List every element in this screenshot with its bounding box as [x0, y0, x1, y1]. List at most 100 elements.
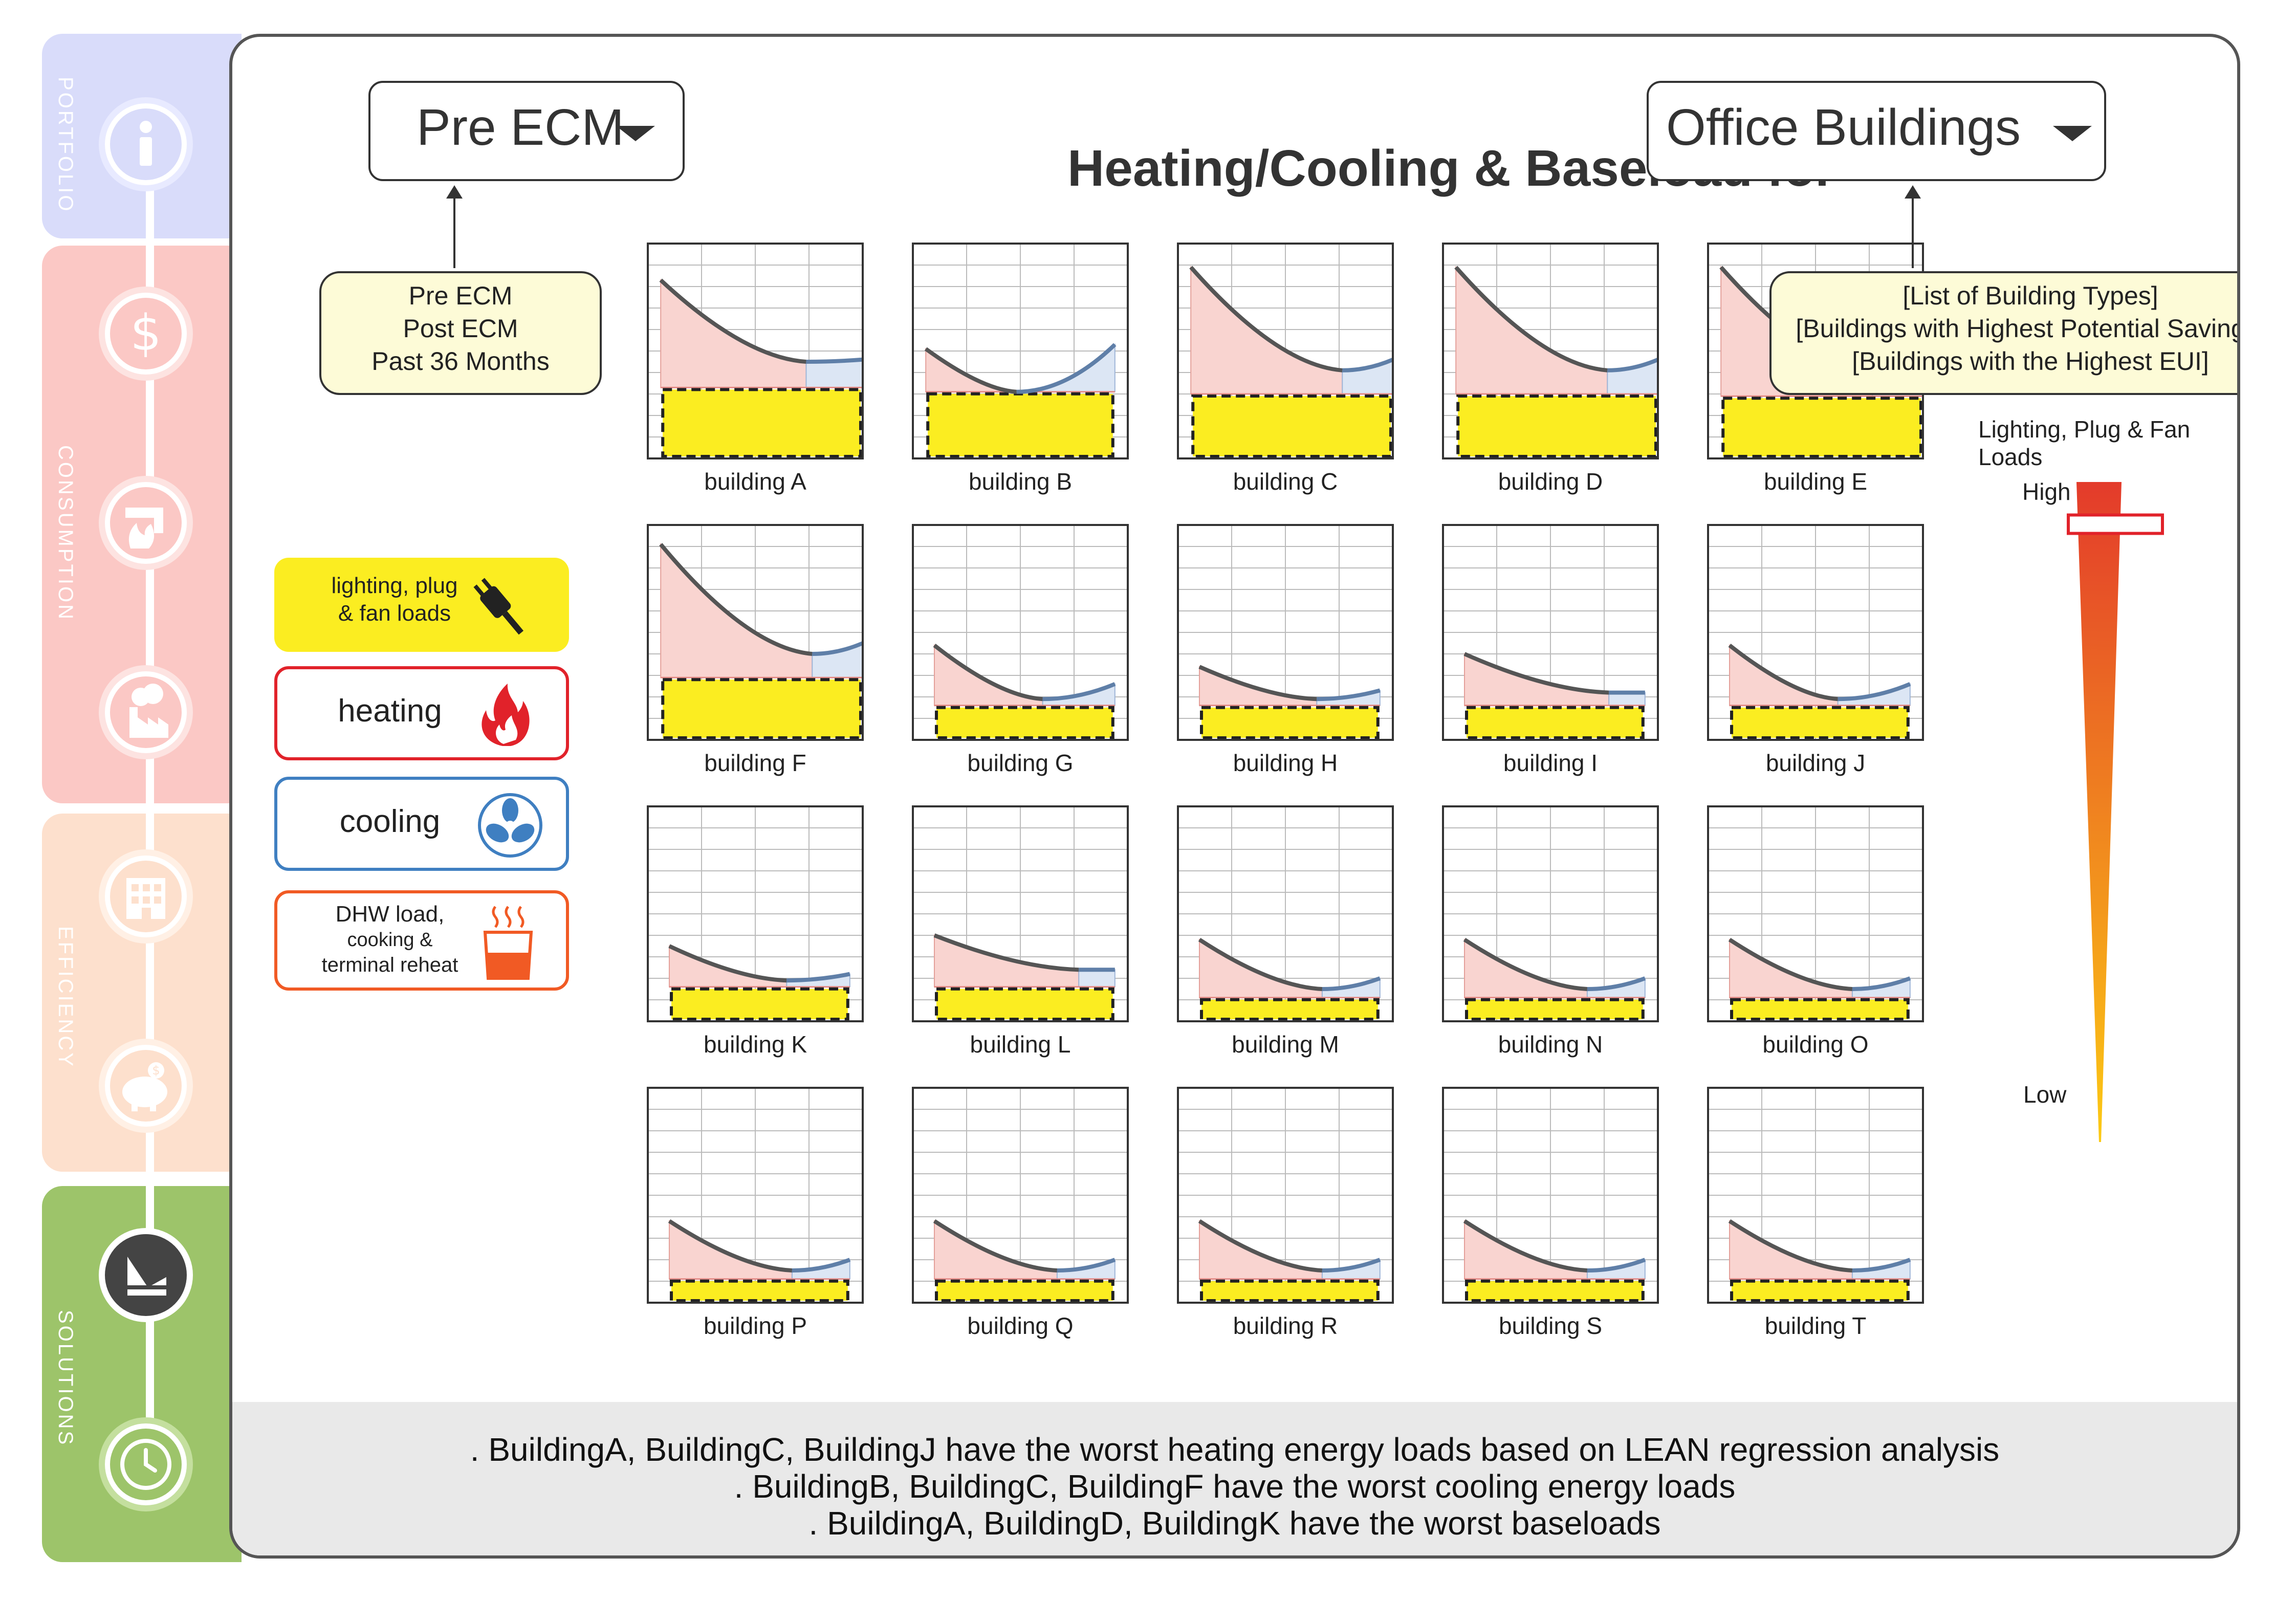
insights-footer: . BuildingA, BuildingC, BuildingJ have t…	[232, 1402, 2237, 1555]
legend-dhw: DHW load, cooking & terminal reheat	[274, 890, 569, 991]
chart-title: building G	[967, 750, 1074, 776]
chevron-down-icon	[2053, 126, 2092, 141]
chart-frame	[647, 1087, 864, 1304]
building-chart[interactable]	[1442, 1087, 1659, 1304]
heating-curve	[1198, 1219, 1323, 1273]
period-dropdown[interactable]: Pre ECM	[368, 81, 685, 181]
cooling-curve	[1317, 688, 1381, 701]
legend-lighting-line1: lighting, plug	[331, 573, 458, 598]
building-chart[interactable]	[1177, 1087, 1394, 1304]
building-chart[interactable]	[1707, 805, 1924, 1022]
cooling-curve	[1016, 343, 1117, 394]
sidebar-label-portfolio: PORTFOLIO	[54, 77, 77, 213]
baseload-block	[1200, 998, 1380, 1021]
building-chart[interactable]	[647, 524, 864, 741]
building-chart[interactable]	[1177, 805, 1394, 1022]
legend-heating: heating	[274, 666, 569, 760]
piggy-bank-icon[interactable]: $	[99, 1039, 193, 1133]
heating-curve	[1198, 938, 1323, 991]
baseload-block	[1730, 1279, 1910, 1303]
building-chart[interactable]	[912, 805, 1129, 1022]
building-type-option[interactable]: [Buildings with Highest Potential Saving…	[1796, 314, 2240, 343]
svg-text:$: $	[130, 304, 161, 362]
sidebar-label-efficiency: EFFICIENCY	[54, 926, 77, 1068]
heating-area	[660, 279, 807, 388]
chart-title: building N	[1498, 1031, 1603, 1058]
building-chart[interactable]	[1442, 243, 1659, 459]
building-type-dropdown[interactable]: Office Buildings	[1647, 81, 2106, 181]
flame-icon	[482, 684, 530, 746]
chart-frame	[912, 1087, 1129, 1304]
chart-frame	[1707, 524, 1924, 741]
building-chart[interactable]	[912, 524, 1129, 741]
faucet-fire-icon[interactable]	[99, 476, 193, 570]
solutions-chart-icon[interactable]	[99, 1228, 193, 1322]
baseload-block	[661, 388, 862, 458]
heating-curve	[668, 944, 787, 983]
building-chart[interactable]	[1707, 1087, 1924, 1304]
scale-wedge	[2076, 482, 2122, 1142]
period-option[interactable]: Pre ECM	[408, 281, 513, 310]
chart-frame	[1707, 1087, 1924, 1304]
period-option[interactable]: Post ECM	[403, 314, 518, 343]
clock-icon[interactable]	[99, 1417, 193, 1511]
heating-curve	[1728, 1219, 1853, 1273]
cooling-curve	[1322, 976, 1381, 991]
chart-title: building T	[1764, 1312, 1867, 1339]
cooling-curve	[1607, 358, 1659, 372]
baseload-block	[1730, 706, 1910, 740]
dollar-icon[interactable]: $	[99, 287, 193, 381]
cooling-curve	[1057, 1258, 1116, 1273]
heating-curve	[1463, 652, 1609, 695]
cooling-area	[1016, 343, 1116, 392]
cooling-curve	[1322, 1258, 1381, 1273]
building-type-option[interactable]: [Buildings with the Highest EUI]	[1852, 347, 2209, 376]
building-chart[interactable]	[1707, 524, 1924, 741]
chart-frame	[1442, 805, 1659, 1022]
chart-frame	[912, 524, 1129, 741]
insight-cooling: . BuildingB, BuildingC, BuildingF have t…	[734, 1468, 1736, 1505]
chart-frame	[647, 805, 864, 1022]
chart-title: building O	[1762, 1031, 1869, 1058]
cooling-area	[1078, 969, 1116, 988]
heating-curve	[1463, 1219, 1588, 1273]
heating-curve	[933, 933, 1079, 972]
baseload-block	[670, 987, 849, 1021]
baseload-block	[1721, 397, 1922, 458]
baseload-block	[935, 1279, 1114, 1303]
heating-curve	[659, 278, 806, 364]
cooling-area	[805, 359, 863, 388]
cooling-area	[1342, 359, 1393, 394]
heating-curve	[1454, 266, 1608, 372]
building-chart[interactable]	[1442, 805, 1659, 1022]
legend-heating-label: heating	[338, 693, 442, 729]
heating-area	[1464, 938, 1588, 998]
sidebar-label-consumption: CONSUMPTION	[54, 445, 77, 621]
building-chart[interactable]	[912, 243, 1129, 459]
building-icon[interactable]	[99, 849, 193, 944]
heating-curve	[668, 1219, 793, 1273]
info-icon[interactable]	[99, 97, 193, 191]
building-chart[interactable]	[912, 1087, 1129, 1304]
building-chart[interactable]	[1177, 243, 1394, 459]
building-chart[interactable]	[647, 243, 864, 459]
chart-title: building I	[1503, 750, 1598, 776]
period-dropdown-value: Pre ECM	[417, 99, 624, 156]
type-callout-arrow	[1912, 191, 1914, 268]
period-option[interactable]: Past 36 Months	[371, 347, 550, 376]
building-type-option[interactable]: [List of Building Types]	[1903, 281, 2158, 310]
chart-frame	[1177, 243, 1394, 459]
chart-title: building K	[703, 1031, 807, 1058]
building-chart[interactable]	[1177, 524, 1394, 741]
arrow-up-icon	[446, 185, 463, 199]
chart-title: building D	[1498, 468, 1603, 495]
building-chart[interactable]	[1442, 524, 1659, 741]
building-chart[interactable]	[647, 805, 864, 1022]
chart-title: building Q	[967, 1312, 1074, 1339]
legend-lighting: lighting, plug & fan loads	[274, 558, 569, 652]
building-chart[interactable]	[647, 1087, 864, 1304]
baseload-block	[1200, 706, 1380, 740]
cooling-curve	[1852, 1258, 1911, 1273]
factory-icon[interactable]	[99, 665, 193, 759]
baseload-block	[670, 1279, 849, 1303]
